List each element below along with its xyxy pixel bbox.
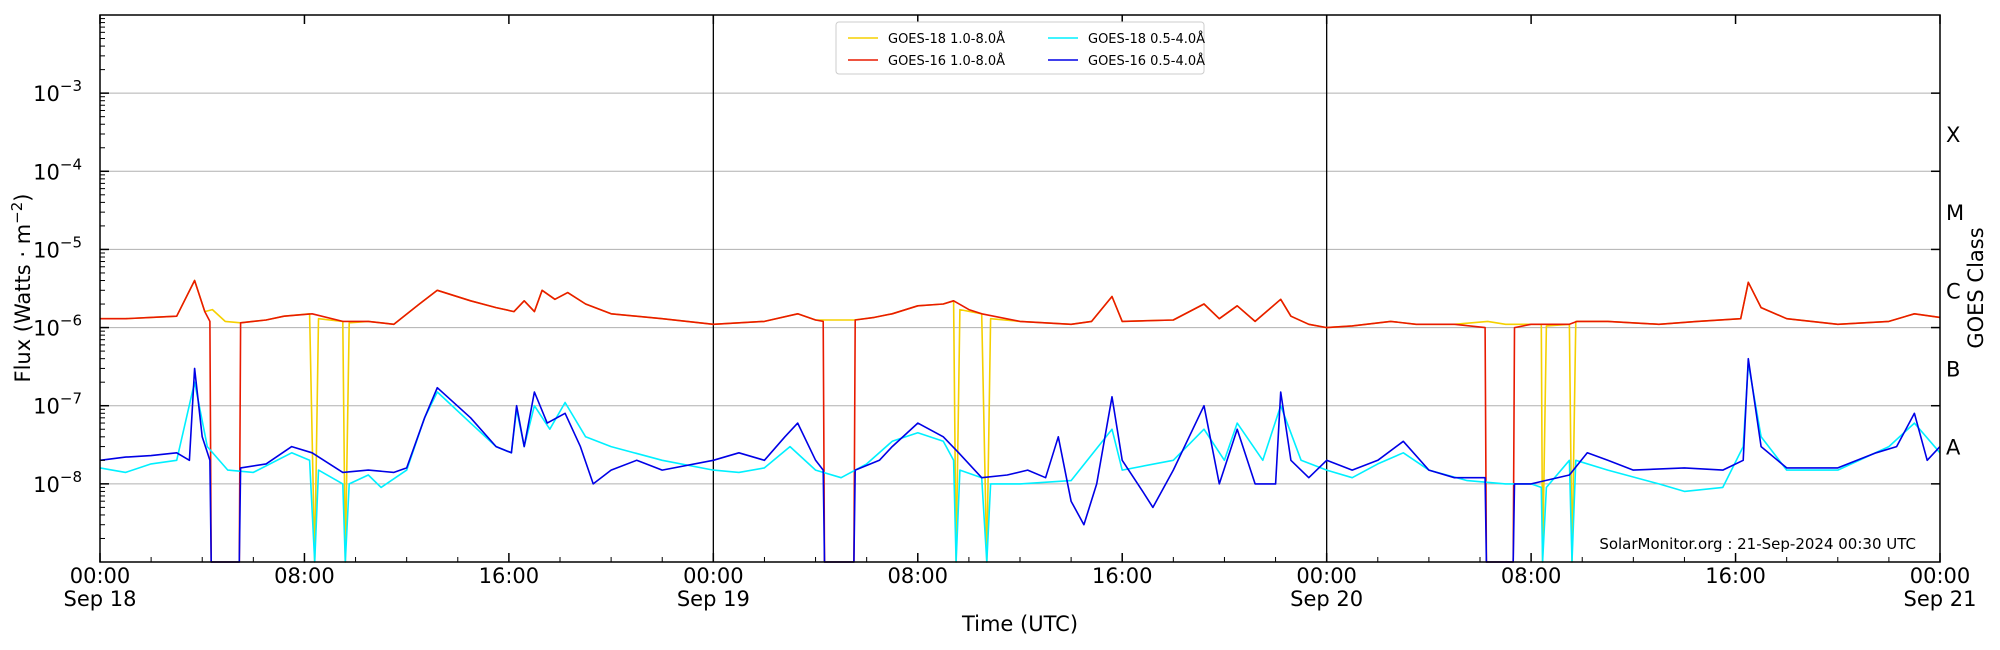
goes-class-A: A (1946, 436, 1961, 460)
series-line-2 (99, 362, 1941, 563)
y-axis-title: Flux (Watts · m−2) (8, 193, 35, 382)
y-tick-label-0: 10−8 (33, 468, 82, 497)
x-tick-label-4: 08:00 (888, 564, 949, 588)
x-tick-date-0: Sep 18 (64, 587, 137, 611)
x-tick-label-2: 16:00 (479, 564, 540, 588)
x-tick-date-6: Sep 20 (1290, 587, 1363, 611)
y-tick-base: 10 (33, 82, 60, 106)
goes-class-M: M (1946, 201, 1964, 225)
x-tick-label-5: 16:00 (1092, 564, 1153, 588)
legend-label-2: GOES-18 0.5-4.0Å (1088, 31, 1205, 47)
horizontal-grid (100, 92, 1940, 485)
legend: GOES-18 1.0-8.0Å GOES-18 0.5-4.0Å GOES-16 … (835, 21, 1205, 75)
y-tick-label-2: 10−6 (33, 312, 82, 341)
y2-axis-title: GOES Class (1964, 227, 1988, 348)
x-tick-label-1: 08:00 (274, 564, 335, 588)
x-tick-label-6: 00:00 (1296, 564, 1357, 588)
y-tick-base: 10 (33, 160, 60, 184)
y-tick-label-5: 10−3 (33, 77, 82, 106)
y-tick-exponent: −3 (60, 77, 82, 95)
legend-label-3: GOES-16 0.5-4.0Å (1088, 53, 1205, 69)
plot-frame (99, 14, 1941, 563)
x-tick-label-0: 00:00 (70, 564, 131, 588)
y-axis-title-close: ) (11, 193, 35, 201)
y-tick-label-1: 10−7 (33, 390, 82, 419)
legend-box (835, 21, 1205, 75)
y-tick-exponent: −5 (60, 233, 82, 251)
y-tick-label-3: 10−5 (33, 233, 82, 262)
y-tick-exponent: −6 (60, 312, 82, 330)
flux-series (99, 279, 1941, 563)
y-tick-base: 10 (33, 395, 60, 419)
x-tick-date-9: Sep 21 (1904, 587, 1977, 611)
y-axis-title-main: Flux (Watts · m (11, 224, 35, 383)
y-tick-exponent: −4 (60, 155, 82, 173)
y-axis-title-sup: −2 (8, 202, 26, 224)
y-tick-exponent: −8 (60, 468, 82, 486)
goes-class-C: C (1946, 279, 1961, 303)
goes-class-labels: X M C B A (1946, 123, 1964, 460)
goes-class-B: B (1946, 357, 1960, 381)
x-tick-label-9: 00:00 (1910, 564, 1971, 588)
y-tick-label-4: 10−4 (33, 155, 82, 184)
credit-text: SolarMonitor.org : 21-Sep-2024 00:30 UTC (1599, 535, 1916, 553)
x-tick-label-7: 08:00 (1501, 564, 1562, 588)
legend-label-1: GOES-16 1.0-8.0Å (888, 53, 1005, 69)
x-axis-title: Time (UTC) (961, 612, 1078, 636)
y-tick-base: 10 (33, 238, 60, 262)
x-tick-label-8: 16:00 (1705, 564, 1766, 588)
x-tick-label-3: 00:00 (683, 564, 744, 588)
goes-class-X: X (1946, 123, 1960, 147)
y-tick-base: 10 (33, 473, 60, 497)
series-line-3 (99, 357, 1941, 563)
legend-label-0: GOES-18 1.0-8.0Å (888, 31, 1005, 47)
x-tick-date-3: Sep 19 (677, 587, 750, 611)
day-boundary-lines (712, 15, 1328, 562)
y-tick-exponent: −7 (60, 390, 82, 408)
series-line-1 (100, 279, 1941, 563)
y-tick-base: 10 (33, 317, 60, 341)
y-axis-ticks: 10−810−710−610−510−410−3 (33, 18, 1940, 539)
